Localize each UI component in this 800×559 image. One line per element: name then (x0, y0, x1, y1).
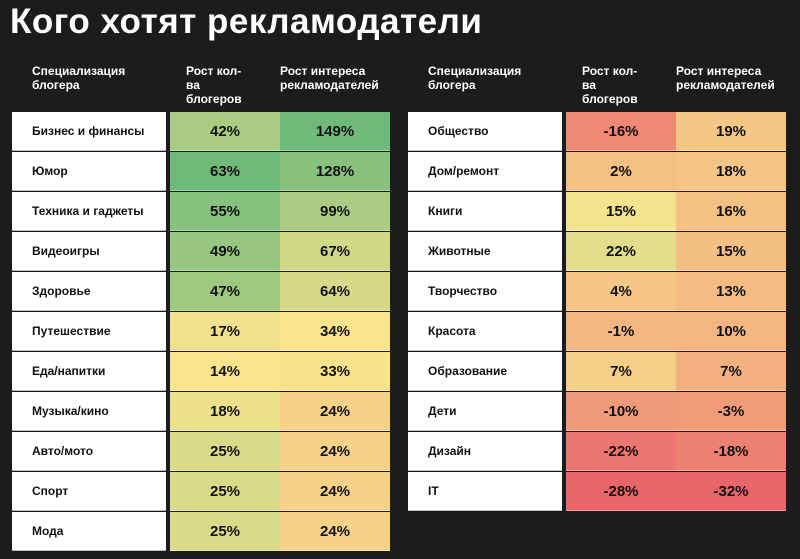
table-row: Техника и гаджеты 55% 99% (12, 192, 390, 231)
table-row: Путешествие 17% 34% (12, 312, 390, 351)
table-row: Бизнес и финансы 42% 149% (12, 112, 390, 151)
row-label: Здоровье (12, 272, 166, 311)
row-label: Животные (408, 232, 562, 271)
row-label: Видеоигры (12, 232, 166, 271)
table-row: Животные 22% 15% (408, 232, 786, 271)
row-label: Мода (12, 512, 166, 551)
table-row: Видеоигры 49% 67% (12, 232, 390, 271)
blogger-growth-cell: -22% (566, 432, 676, 471)
row-label: IT (408, 472, 562, 511)
table-row: Юмор 63% 128% (12, 152, 390, 191)
blogger-growth-cell: 55% (170, 192, 280, 231)
blogger-growth-cell: 47% (170, 272, 280, 311)
table-row: Музыка/кино 18% 24% (12, 392, 390, 431)
table-row: Творчество 4% 13% (408, 272, 786, 311)
advertiser-growth-cell: 7% (676, 352, 786, 391)
advertiser-growth-cell: 24% (280, 392, 390, 431)
blogger-growth-cell: -1% (566, 312, 676, 351)
blogger-growth-cell: 25% (170, 472, 280, 511)
row-label: Музыка/кино (12, 392, 166, 431)
blogger-growth-cell: 42% (170, 112, 280, 151)
blogger-growth-cell: 18% (170, 392, 280, 431)
advertiser-growth-cell: -32% (676, 472, 786, 511)
table-row: Еда/напитки 14% 33% (12, 352, 390, 391)
blogger-growth-cell: 17% (170, 312, 280, 351)
row-label: Авто/мото (12, 432, 166, 471)
table-row: Авто/мото 25% 24% (12, 432, 390, 471)
row-label: Путешествие (12, 312, 166, 351)
advertiser-growth-cell: 16% (676, 192, 786, 231)
row-label: Дом/ремонт (408, 152, 562, 191)
table-row: Дизайн -22% -18% (408, 432, 786, 471)
header-blogger-growth: Рост кол-ва блогеров (186, 64, 242, 106)
row-label: Дизайн (408, 432, 562, 471)
blogger-growth-cell: -10% (566, 392, 676, 431)
blogger-growth-cell: 63% (170, 152, 280, 191)
header-specialization-right: Специализация блогера (428, 64, 522, 92)
blogger-growth-cell: -16% (566, 112, 676, 151)
advertiser-growth-cell: 10% (676, 312, 786, 351)
advertiser-growth-cell: 24% (280, 432, 390, 471)
table-row: Мода 25% 24% (12, 512, 390, 551)
row-label: Творчество (408, 272, 562, 311)
advertiser-growth-cell: 128% (280, 152, 390, 191)
blogger-growth-cell: 14% (170, 352, 280, 391)
advertiser-growth-cell: 67% (280, 232, 390, 271)
table-row: Книги 15% 16% (408, 192, 786, 231)
blogger-growth-cell: 49% (170, 232, 280, 271)
row-label: Образование (408, 352, 562, 391)
header-specialization: Специализация блогера (32, 64, 126, 92)
table-row: Образование 7% 7% (408, 352, 786, 391)
row-label: Бизнес и финансы (12, 112, 166, 151)
row-label: Техника и гаджеты (12, 192, 166, 231)
blogger-growth-cell: 15% (566, 192, 676, 231)
header-advertiser-growth: Рост интереса рекламодателей (280, 64, 379, 92)
table-row: Красота -1% 10% (408, 312, 786, 351)
advertiser-growth-cell: -3% (676, 392, 786, 431)
advertiser-growth-cell: 99% (280, 192, 390, 231)
advertiser-growth-cell: 13% (676, 272, 786, 311)
table-row: IT -28% -32% (408, 472, 786, 511)
row-label: Еда/напитки (12, 352, 166, 391)
row-label: Книги (408, 192, 562, 231)
advertiser-growth-cell: 149% (280, 112, 390, 151)
table-row: Дети -10% -3% (408, 392, 786, 431)
blogger-growth-cell: 25% (170, 432, 280, 471)
table-row: Здоровье 47% 64% (12, 272, 390, 311)
header-advertiser-growth-right: Рост интереса рекламодателей (676, 64, 775, 92)
page-title: Кого хотят рекламодатели (10, 2, 483, 41)
row-label: Спорт (12, 472, 166, 511)
blogger-growth-cell: 7% (566, 352, 676, 391)
row-label: Красота (408, 312, 562, 351)
advertiser-growth-cell: 15% (676, 232, 786, 271)
advertiser-growth-cell: 34% (280, 312, 390, 351)
advertiser-growth-cell: 24% (280, 512, 390, 551)
blogger-growth-cell: -28% (566, 472, 676, 511)
advertiser-growth-cell: 19% (676, 112, 786, 151)
table-row: Спорт 25% 24% (12, 472, 390, 511)
advertiser-growth-cell: 24% (280, 472, 390, 511)
blogger-growth-cell: 2% (566, 152, 676, 191)
advertiser-growth-cell: 33% (280, 352, 390, 391)
row-label: Общество (408, 112, 562, 151)
row-label: Юмор (12, 152, 166, 191)
advertiser-growth-cell: -18% (676, 432, 786, 471)
advertiser-growth-cell: 64% (280, 272, 390, 311)
blogger-growth-cell: 25% (170, 512, 280, 551)
table-row: Общество -16% 19% (408, 112, 786, 151)
blogger-growth-cell: 22% (566, 232, 676, 271)
blogger-growth-cell: 4% (566, 272, 676, 311)
table-row: Дом/ремонт 2% 18% (408, 152, 786, 191)
advertiser-growth-cell: 18% (676, 152, 786, 191)
header-blogger-growth-right: Рост кол-ва блогеров (582, 64, 638, 106)
row-label: Дети (408, 392, 562, 431)
